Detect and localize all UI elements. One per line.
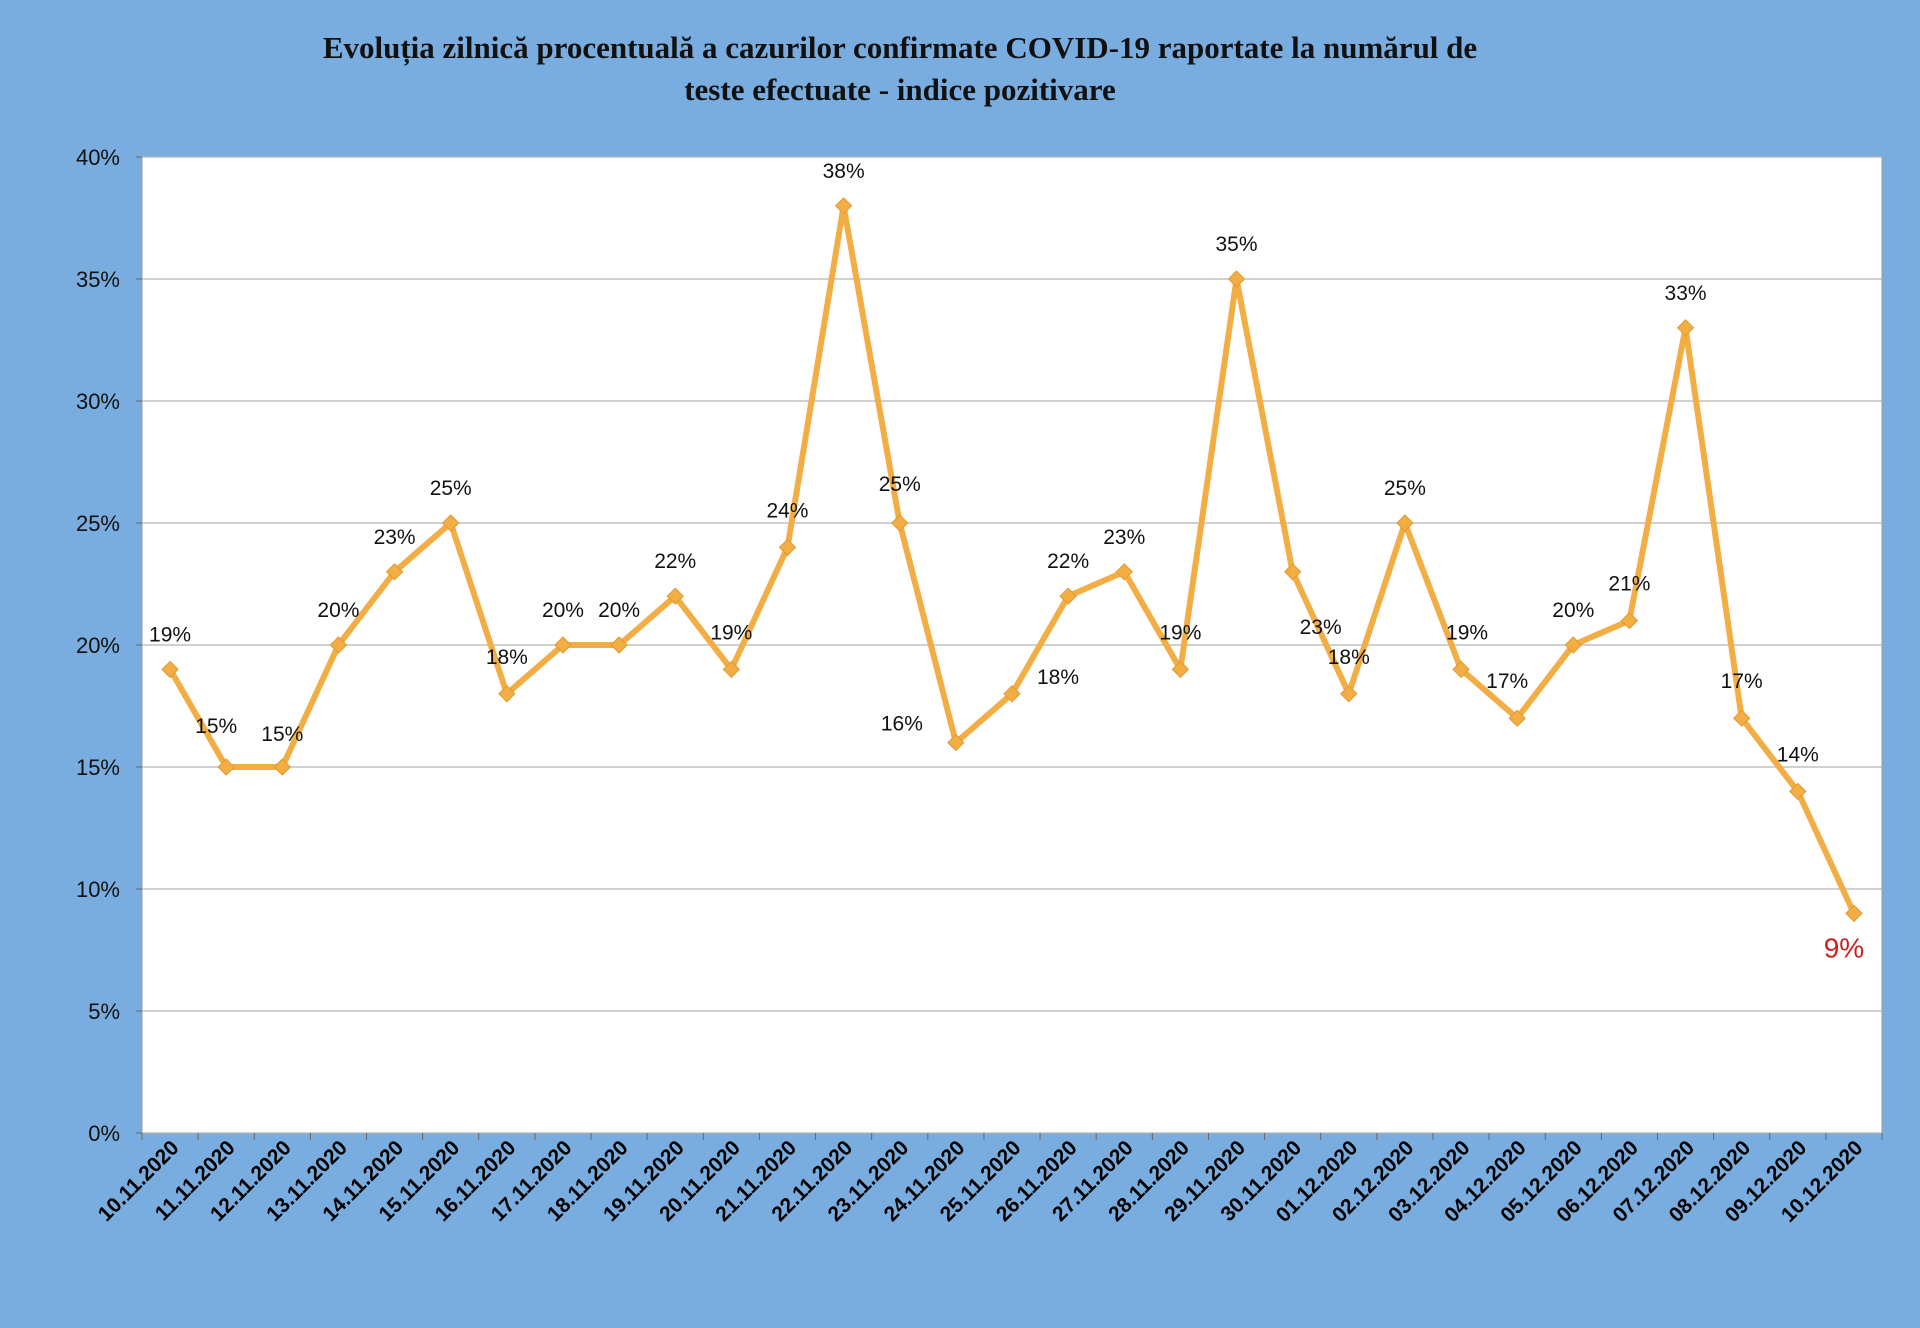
data-point (273, 758, 292, 776)
data-point (442, 514, 460, 532)
data-point (1564, 636, 1582, 654)
y-tick-label: 15% (76, 755, 120, 780)
data-label: 23% (1103, 526, 1145, 549)
data-point (1508, 709, 1526, 727)
data-point (834, 197, 853, 215)
data-label: 25% (430, 477, 472, 500)
data-point (1115, 563, 1133, 581)
data-label: 18% (1328, 646, 1370, 669)
data-point (610, 636, 628, 654)
chart-title-line-1: Evoluția zilnică procentuală a cazurilor… (322, 30, 1478, 65)
y-tick-label: 40% (76, 145, 120, 170)
data-label: 19% (710, 621, 752, 644)
data-label: 20% (542, 599, 584, 622)
y-tick-label: 30% (76, 389, 120, 414)
data-point (161, 660, 179, 679)
data-point (1452, 660, 1470, 679)
data-label: 22% (654, 550, 696, 573)
y-tick-label: 10% (76, 877, 120, 902)
data-point (1227, 270, 1246, 288)
data-point (947, 733, 965, 752)
data-point (554, 636, 572, 654)
data-label: 19% (1159, 621, 1201, 644)
data-label: 14% (1777, 743, 1819, 766)
data-label: 25% (1384, 477, 1426, 500)
data-label: 21% (1608, 573, 1650, 596)
data-point (385, 563, 404, 581)
data-label: 18% (486, 646, 528, 669)
data-point (498, 685, 516, 703)
data-label: 15% (261, 723, 303, 746)
data-label: 20% (317, 599, 359, 622)
data-label: 15% (195, 715, 237, 738)
data-label: 38% (823, 160, 865, 183)
data-label: 25% (879, 473, 921, 496)
y-tick-label: 25% (76, 511, 120, 536)
data-label: 19% (149, 623, 191, 646)
data-point (1789, 782, 1807, 801)
data-point (217, 758, 235, 776)
data-point (1732, 709, 1751, 727)
y-tick-label: 5% (88, 999, 120, 1024)
data-label: 23% (1300, 616, 1342, 639)
data-label: 22% (1047, 550, 1089, 573)
data-label: 20% (1552, 599, 1594, 622)
data-point (1620, 611, 1639, 630)
data-label: 24% (766, 499, 808, 522)
y-tick-label: 35% (76, 267, 120, 292)
data-label: 23% (374, 526, 416, 549)
data-point (1171, 660, 1190, 679)
data-point (1676, 319, 1695, 337)
data-point (891, 514, 909, 532)
data-point (1845, 904, 1863, 923)
data-label-highlight: 9% (1824, 932, 1864, 963)
data-point (1283, 563, 1302, 581)
data-point (722, 660, 741, 679)
data-label: 20% (598, 599, 640, 622)
data-label: 18% (1037, 666, 1079, 689)
data-point (329, 636, 348, 654)
data-label: 35% (1216, 233, 1258, 256)
data-point (666, 587, 684, 605)
data-point (1059, 587, 1077, 605)
data-label: 17% (1486, 670, 1528, 693)
data-label: 16% (881, 713, 923, 736)
data-point (1340, 685, 1358, 703)
data-point (778, 538, 797, 557)
data-label: 17% (1721, 670, 1763, 693)
chart-title-line-2: teste efectuate - indice pozitivare (684, 72, 1116, 107)
data-point (1003, 685, 1021, 703)
y-tick-label: 20% (76, 633, 120, 658)
data-label: 33% (1665, 282, 1707, 305)
data-label: 19% (1446, 621, 1488, 644)
data-point (1396, 514, 1414, 532)
y-tick-label: 0% (88, 1121, 120, 1146)
